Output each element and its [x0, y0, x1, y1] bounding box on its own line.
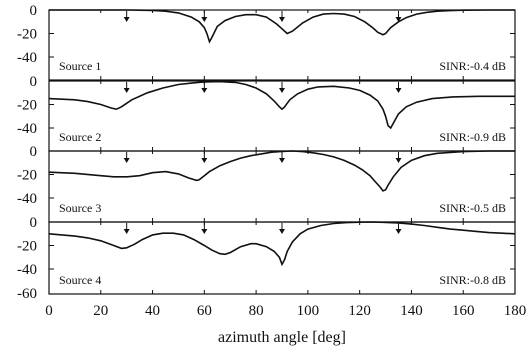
y-tick-label: 0: [30, 215, 38, 231]
panel-frame: [48, 221, 516, 295]
source-direction-arrow: [201, 223, 208, 234]
y-tick-label: -20: [17, 27, 37, 43]
x-tick-label: 0: [45, 303, 53, 319]
source-direction-arrow: [123, 11, 130, 22]
y-tick-label: 0: [30, 74, 38, 90]
sinr-label: SINR:-0.4 dB: [439, 59, 506, 73]
panel-2: Source 2 SINR:-0.9 dB: [48, 80, 516, 152]
y-tick-label: -40: [17, 121, 37, 137]
panels-layer: Source 1 SINR:-0.4 dB Source 2 SINR:-0.9 dB…: [48, 9, 516, 295]
series-name: Source 3: [59, 201, 101, 215]
source-direction-arrow: [123, 152, 130, 163]
y-tick-label: -40: [17, 262, 37, 278]
y-tick-label: -40: [17, 191, 37, 207]
x-tick-label: 140: [400, 303, 423, 319]
panel-1: Source 1 SINR:-0.4 dB: [48, 9, 516, 81]
source-direction-arrow: [123, 223, 130, 234]
series-line-3: [48, 150, 515, 192]
sinr-label: SINR:-0.8 dB: [439, 273, 506, 287]
series-line-1: [49, 9, 515, 44]
y-axis: 0 -20 -40 0 -20 -40 0 -20 -40 0 -20 -40 -60: [17, 3, 37, 302]
y-tick-label: 0: [30, 144, 38, 160]
x-tick-label: 160: [452, 303, 475, 319]
source-direction-arrow: [123, 82, 130, 93]
source-direction-arrow: [395, 223, 402, 234]
source-direction-arrow: [201, 11, 208, 22]
source-direction-arrow: [395, 82, 402, 93]
source-direction-arrow: [279, 82, 285, 93]
x-tick-label: 120: [348, 303, 371, 319]
x-tick-label: 60: [197, 303, 212, 319]
y-tick-label: -20: [17, 239, 37, 255]
panel-3: Source 3 SINR:-0.5 dB: [48, 150, 516, 223]
source-direction-arrow: [279, 11, 285, 22]
x-tick-label: 100: [297, 303, 320, 319]
y-tick-label: -40: [17, 50, 37, 66]
sinr-label: SINR:-0.9 dB: [439, 130, 506, 144]
source-direction-arrow: [395, 152, 402, 163]
series-line-4: [48, 221, 516, 267]
source-direction-arrow: [279, 223, 285, 234]
source-direction-arrow: [279, 152, 285, 163]
series-name: Source 4: [59, 273, 101, 287]
x-tick-label: 180: [504, 303, 527, 319]
y-tick-label: -20: [17, 168, 37, 184]
series-line-2: [48, 80, 515, 130]
y-tick-label: -60: [17, 286, 37, 302]
x-tick-label: 80: [249, 303, 264, 319]
series-name: Source 2: [59, 130, 101, 144]
sinr-label: SINR:-0.5 dB: [439, 201, 506, 215]
panel-4: Source 4 SINR:-0.8 dB: [48, 221, 516, 295]
y-tick-label: -20: [17, 98, 37, 114]
source-direction-arrow: [201, 152, 208, 163]
source-direction-arrow: [395, 11, 402, 22]
y-tick-label: 0: [30, 3, 38, 19]
series-name: Source 1: [59, 59, 101, 73]
source-direction-arrow: [201, 82, 208, 93]
x-tick-label: 20: [93, 303, 108, 319]
x-axis-title: azimuth angle [deg]: [218, 329, 346, 346]
panel-frame: [48, 9, 516, 81]
x-tick-label: 40: [145, 303, 160, 319]
x-axis: 0 20 40 60 80 100 120 140 160 180: [45, 303, 526, 319]
